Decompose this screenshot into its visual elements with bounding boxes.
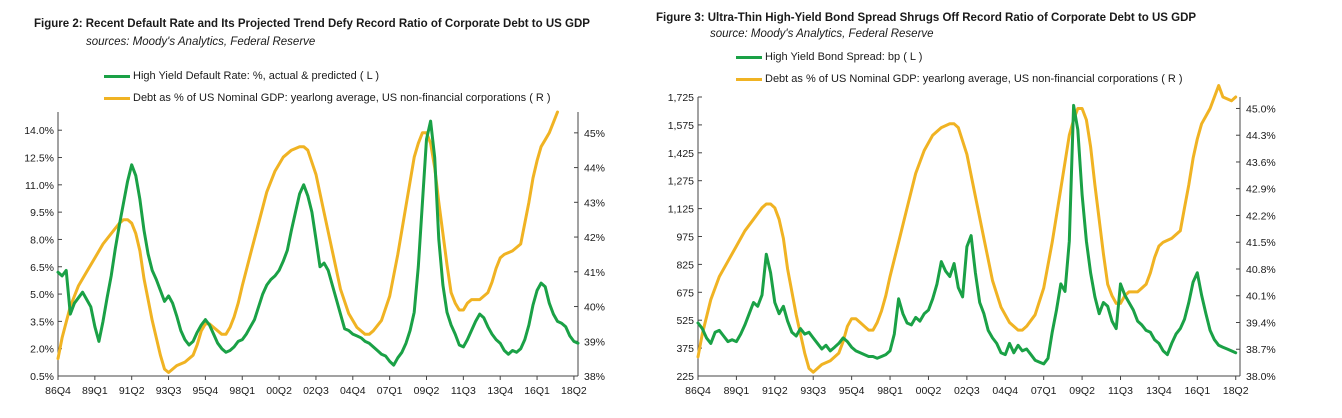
x-axis-tick-label: 16Q1 [524,385,550,397]
chart-subtitle: source: Moody's Analytics, Federal Reser… [710,28,934,40]
x-axis-tick-label: 95Q4 [839,385,865,397]
x-axis-tick-label: 02Q3 [303,385,329,397]
x-axis-tick-label: 86Q4 [45,385,71,397]
left-axis-tick-label: 12.5% [24,153,54,165]
left-axis-tick-label: 2.0% [30,344,54,356]
legend-entry-debt-ratio: Debt as % of US Nominal GDP: yearlong av… [736,73,1183,85]
left-axis-tick-label: 1,275 [668,176,694,188]
x-axis-tick-label: 18Q2 [561,385,587,397]
right-axis-tick-label: 41.5% [1246,237,1276,249]
legend-swatch-spread [736,55,762,59]
legend-label-spread: High Yield Bond Spread: bp ( L ) [765,51,923,63]
x-axis-tick-label: 98Q1 [229,385,255,397]
x-axis-tick-label: 13Q4 [1146,385,1172,397]
x-axis-tick-label: 00Q2 [266,385,292,397]
chart-panel-figure-3: Figure 3: Ultra-Thin High-Yield Bond Spr… [648,0,1342,418]
x-axis-tick-label: 09Q2 [1069,385,1095,397]
right-axis-tick-label: 42.2% [1246,210,1276,222]
left-axis-tick-label: 3.5% [30,316,54,328]
left-axis-tick-label: 1,725 [668,92,694,104]
right-axis-tick-label: 42% [584,232,605,244]
left-axis-tick-label: 11.0% [25,180,54,192]
x-axis-tick-label: 16Q1 [1184,385,1210,397]
x-axis-tick-label: 11Q3 [451,385,476,397]
chart-plot-area: 225 375 525 675 825 975 1,125 1,275 1,425 1,575 1,… [668,84,1276,397]
left-axis-tick-label: 375 [676,343,694,355]
x-axis-tick-label: 86Q4 [685,385,711,397]
left-axis-tick-label: 9.5% [30,207,54,219]
series-line-right-axis [696,84,1238,374]
x-axis-tick-label: 13Q4 [487,385,513,397]
legend-entry-debt-ratio: Debt as % of US Nominal GDP: yearlong av… [104,92,551,104]
x-axis-tick-label: 91Q2 [762,385,788,397]
x-axis-tick-label: 93Q3 [156,385,182,397]
right-axis-tick-label: 43% [584,197,605,209]
x-axis-tick-label: 07Q1 [377,385,403,397]
legend-entry-default-rate: High Yield Default Rate: %, actual & pre… [104,70,379,82]
left-axis-tick-label: 6.5% [30,262,54,274]
series-line-right-axis [56,110,559,374]
right-axis-tick-label: 43.6% [1246,157,1276,169]
x-axis-tick-label: 93Q3 [800,385,826,397]
legend-label-debt-ratio: Debt as % of US Nominal GDP: yearlong av… [133,92,551,104]
left-axis-tick-label: 1,425 [668,148,694,160]
chart-title: Figure 2: Recent Default Rate and Its Pr… [34,18,590,30]
x-axis-tick-label: 07Q1 [1031,385,1057,397]
x-axis-tick-label: 89Q1 [82,385,108,397]
legend-entry-spread: High Yield Bond Spread: bp ( L ) [736,51,922,63]
chart-subtitle: sources: Moody's Analytics, Federal Rese… [86,36,316,48]
left-axis-tick-label: 975 [676,232,694,244]
right-axis-tick-label: 45% [584,128,605,140]
right-axis-tick-label: 40.8% [1246,264,1276,276]
chart-plot-area: 0.5% 2.0% 3.5% 5.0% 6.5% 8.0% 9.5% 11.0% 12.5% 14… [24,110,605,397]
x-axis-tick-label: 91Q2 [119,385,145,397]
series-line-left-axis [56,119,580,367]
left-axis-tick-label: 825 [676,259,694,271]
left-axis-tick-label: 1,575 [668,120,694,132]
left-axis-tick-label: 14.0% [24,125,54,137]
right-axis-tick-label: 38% [584,371,605,383]
left-axis-tick-label: 225 [676,371,694,383]
right-axis-tick-label: 40% [584,302,605,314]
x-axis-tick-label: 04Q4 [340,385,366,397]
right-axis-tick-label: 44% [584,163,605,175]
left-axis-tick-label: 675 [676,287,694,299]
left-axis-tick-label: 525 [676,315,694,327]
right-axis-tick-label: 41% [584,267,605,279]
left-axis-tick-label: 8.0% [30,234,54,246]
right-axis-tick-label: 39.4% [1246,317,1276,329]
right-axis-tick-label: 38.0% [1246,371,1276,383]
legend-swatch-debt-ratio [736,77,762,81]
x-axis-tick-label: 98Q1 [877,385,903,397]
right-axis-tick-label: 44.3% [1246,130,1276,142]
left-axis-tick-label: 0.5% [30,371,54,383]
legend-swatch-default-rate [104,74,130,78]
right-axis-tick-label: 38.7% [1246,344,1276,356]
legend-label-debt-ratio: Debt as % of US Nominal GDP: yearlong av… [765,73,1183,85]
legend-label-default-rate: High Yield Default Rate: %, actual & pre… [133,70,379,82]
chart-panel-figure-2: Figure 2: Recent Default Rate and Its Pr… [0,0,640,418]
right-axis-tick-label: 42.9% [1246,184,1276,196]
x-axis-tick-label: 89Q1 [724,385,750,397]
series-line-left-axis [696,103,1238,366]
x-axis-tick-label: 04Q4 [992,385,1018,397]
x-axis-tick-label: 95Q4 [193,385,219,397]
chart-title: Figure 3: Ultra-Thin High-Yield Bond Spr… [656,12,1197,24]
x-axis-tick-label: 18Q2 [1223,385,1249,397]
right-axis-tick-label: 45.0% [1246,103,1276,115]
x-axis-tick-label: 11Q3 [1108,385,1133,397]
legend-swatch-debt-ratio [104,96,130,100]
right-axis-tick-label: 39% [584,336,605,348]
right-axis-tick-label: 40.1% [1246,291,1276,303]
x-axis-tick-label: 00Q2 [916,385,942,397]
left-axis-tick-label: 1,125 [668,204,694,216]
left-axis-tick-label: 5.0% [30,289,54,301]
x-axis-tick-label: 09Q2 [414,385,440,397]
x-axis-tick-label: 02Q3 [954,385,980,397]
